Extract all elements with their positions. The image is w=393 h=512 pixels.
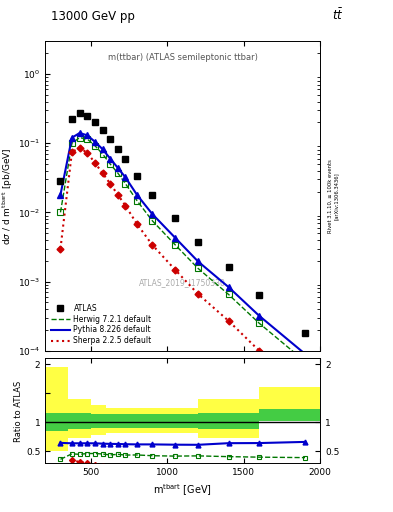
Herwig 7.2.1 default [77, 135, 82, 141]
ATLAS [100, 127, 105, 133]
Text: 13000 GeV pp: 13000 GeV pp [51, 10, 135, 23]
Line: ATLAS: ATLAS [57, 110, 308, 336]
ATLAS [257, 292, 261, 298]
Sherpa 2.2.5 default [134, 221, 139, 227]
Pythia 8.226 default [108, 156, 112, 162]
Y-axis label: Ratio to ATLAS: Ratio to ATLAS [14, 380, 23, 441]
Sherpa 2.2.5 default [58, 245, 63, 251]
ATLAS [303, 330, 307, 336]
ATLAS [116, 146, 120, 152]
Pythia 8.226 default [173, 234, 178, 241]
Sherpa 2.2.5 default [92, 160, 97, 166]
Sherpa 2.2.5 default [303, 387, 307, 393]
Y-axis label: d$\sigma$ / d m$^{\mathsf{tbart}}$ [pb/GeV]: d$\sigma$ / d m$^{\mathsf{tbart}}$ [pb/G… [1, 147, 15, 245]
ATLAS [134, 173, 139, 179]
Herwig 7.2.1 default [303, 358, 307, 365]
Sherpa 2.2.5 default [116, 191, 120, 198]
ATLAS [196, 239, 200, 245]
ATLAS [77, 110, 82, 116]
Legend: ATLAS, Herwig 7.2.1 default, Pythia 8.226 default, Sherpa 2.2.5 default: ATLAS, Herwig 7.2.1 default, Pythia 8.22… [49, 302, 153, 347]
ATLAS [173, 215, 178, 221]
Herwig 7.2.1 default [150, 218, 154, 224]
Sherpa 2.2.5 default [85, 150, 90, 156]
Herwig 7.2.1 default [257, 320, 261, 326]
Herwig 7.2.1 default [116, 170, 120, 176]
Herwig 7.2.1 default [196, 265, 200, 271]
ATLAS [92, 119, 97, 125]
Text: $t\bar{t}$: $t\bar{t}$ [332, 8, 344, 23]
X-axis label: m$^{\mathsf{tbart}}$ [GeV]: m$^{\mathsf{tbart}}$ [GeV] [153, 483, 212, 498]
Sherpa 2.2.5 default [70, 148, 74, 155]
Herwig 7.2.1 default [58, 209, 63, 216]
Herwig 7.2.1 default [92, 142, 97, 148]
Line: Sherpa 2.2.5 default: Sherpa 2.2.5 default [61, 148, 305, 390]
Pythia 8.226 default [257, 313, 261, 319]
Pythia 8.226 default [150, 211, 154, 217]
Herwig 7.2.1 default [123, 181, 128, 187]
Y-axis label: Rivet 3.1.10, ≥ 100k events
[arXiv:1306.3436]: Rivet 3.1.10, ≥ 100k events [arXiv:1306.… [328, 159, 339, 233]
Herwig 7.2.1 default [70, 140, 74, 146]
Herwig 7.2.1 default [173, 242, 178, 248]
Herwig 7.2.1 default [226, 291, 231, 297]
Pythia 8.226 default [116, 165, 120, 171]
Herwig 7.2.1 default [108, 161, 112, 167]
Pythia 8.226 default [92, 139, 97, 145]
Sherpa 2.2.5 default [226, 318, 231, 324]
Pythia 8.226 default [134, 191, 139, 198]
Herwig 7.2.1 default [134, 198, 139, 204]
ATLAS [108, 136, 112, 142]
Text: ATLAS_2019_I1750330: ATLAS_2019_I1750330 [139, 278, 226, 287]
Line: Pythia 8.226 default: Pythia 8.226 default [61, 133, 305, 354]
Sherpa 2.2.5 default [196, 291, 200, 297]
Pythia 8.226 default [123, 174, 128, 180]
Pythia 8.226 default [70, 135, 74, 141]
ATLAS [150, 191, 154, 198]
Text: m(ttbar) (ATLAS semileptonic ttbar): m(ttbar) (ATLAS semileptonic ttbar) [108, 53, 258, 62]
Sherpa 2.2.5 default [123, 203, 128, 209]
Pythia 8.226 default [85, 132, 90, 138]
ATLAS [85, 113, 90, 119]
Line: Herwig 7.2.1 default: Herwig 7.2.1 default [61, 138, 305, 361]
Pythia 8.226 default [303, 351, 307, 357]
ATLAS [123, 156, 128, 162]
Pythia 8.226 default [226, 284, 231, 290]
Sherpa 2.2.5 default [173, 267, 178, 273]
Sherpa 2.2.5 default [150, 242, 154, 248]
Pythia 8.226 default [100, 146, 105, 152]
Herwig 7.2.1 default [85, 136, 90, 142]
Herwig 7.2.1 default [100, 151, 105, 157]
ATLAS [70, 116, 74, 122]
Pythia 8.226 default [58, 191, 63, 198]
Sherpa 2.2.5 default [100, 170, 105, 176]
Sherpa 2.2.5 default [108, 181, 112, 187]
ATLAS [226, 264, 231, 270]
Pythia 8.226 default [77, 130, 82, 136]
Sherpa 2.2.5 default [257, 348, 261, 354]
Pythia 8.226 default [196, 259, 200, 265]
Sherpa 2.2.5 default [77, 145, 82, 151]
ATLAS [58, 178, 63, 184]
